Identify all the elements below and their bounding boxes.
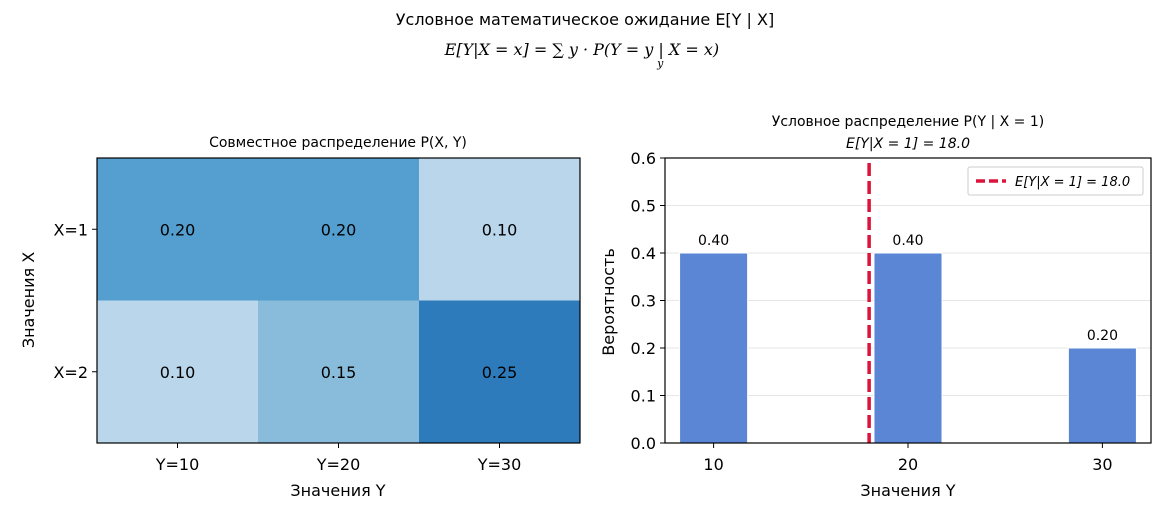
heatmap-ytick-label: X=2 [53,363,88,382]
bar-xtick-label: 10 [703,455,723,474]
heatmap-ticks: Y=10 Y=20 Y=30 X=1 X=2 [53,220,521,474]
heatmap-cell [419,300,581,444]
bar [873,252,943,444]
heatmap-xlabel: Значения Y [290,481,385,500]
bar-ytick-label: 0.4 [631,244,656,263]
figure-suptitle: Условное математическое ожидание E[Y | X… [395,10,775,29]
heatmap-xtick-label: Y=20 [316,455,361,474]
formula-text: E[Y|X = x] = ∑ y · P(Y = y | X = x) [444,40,720,59]
legend-label: E[Y|X = 1] = 18.0 [1015,175,1130,190]
bar-ytick-label: 0.5 [631,197,656,216]
heatmap-ylabel: Значения X [19,252,38,348]
bar [1067,347,1137,444]
heatmap-xtick-label: Y=30 [477,455,522,474]
heatmap-cell-label: 0.20 [321,220,357,239]
heatmap-xtick-label: Y=10 [155,455,200,474]
bar-ytick-label: 0.1 [631,387,656,406]
bar-value-label: 0.20 [1087,328,1118,344]
bar-legend: E[Y|X = 1] = 18.0 [967,166,1144,196]
heatmap-cell [258,158,420,301]
bar-xtick-label: 20 [898,455,918,474]
heatmap-title: Совместное распределение P(X, Y) [209,135,467,151]
bar-value-label: 0.40 [698,233,729,249]
heatmap-cell [419,158,581,301]
heatmap-cell-label: 0.10 [160,363,196,382]
heatmap-cell [97,300,259,444]
heatmap-cell-label: 0.15 [321,363,357,382]
bar-title-line2: E[Y|X = 1] = 18.0 [846,136,970,152]
heatmap-cell [258,300,420,444]
bar [679,252,749,444]
bar-series: 0.40 0.40 0.20 [679,233,1137,444]
bar-ytick-label: 0.6 [631,149,656,168]
heatmap-ytick-label: X=1 [53,220,88,239]
bar-chart: Условное распределение P(Y | X = 1) E[Y|… [599,114,1152,500]
bar-value-label: 0.40 [892,233,923,249]
bar-xtick-label: 30 [1092,455,1112,474]
bar-ticks: 0.0 0.1 0.2 0.3 0.4 0.5 0.6 10 20 30 [631,149,1113,474]
figure-suptitle-formula: E[Y|X = x] = ∑ y · P(Y = y | X = x)y [0,40,1170,70]
heatmap-cells: 0.20 0.20 0.10 0.10 0.15 0.25 [97,158,581,444]
bar-xlabel: Значения Y [860,481,955,500]
bar-title-line1: Условное распределение P(Y | X = 1) [772,114,1044,130]
heatmap-cell-label: 0.25 [482,363,518,382]
bar-ytick-label: 0.0 [631,434,656,453]
heatmap-cell-label: 0.10 [482,220,518,239]
heatmap-cell [97,158,259,301]
legend-box [967,166,1144,196]
heatmap-chart: Совместное распределение P(X, Y) 0.20 0.2… [19,135,581,500]
bar-ytick-label: 0.3 [631,292,656,311]
bar-ytick-label: 0.2 [631,339,656,358]
formula-subscript: y [657,57,664,71]
heatmap-cell-label: 0.20 [160,220,196,239]
bar-ylabel: Вероятность [599,248,618,356]
